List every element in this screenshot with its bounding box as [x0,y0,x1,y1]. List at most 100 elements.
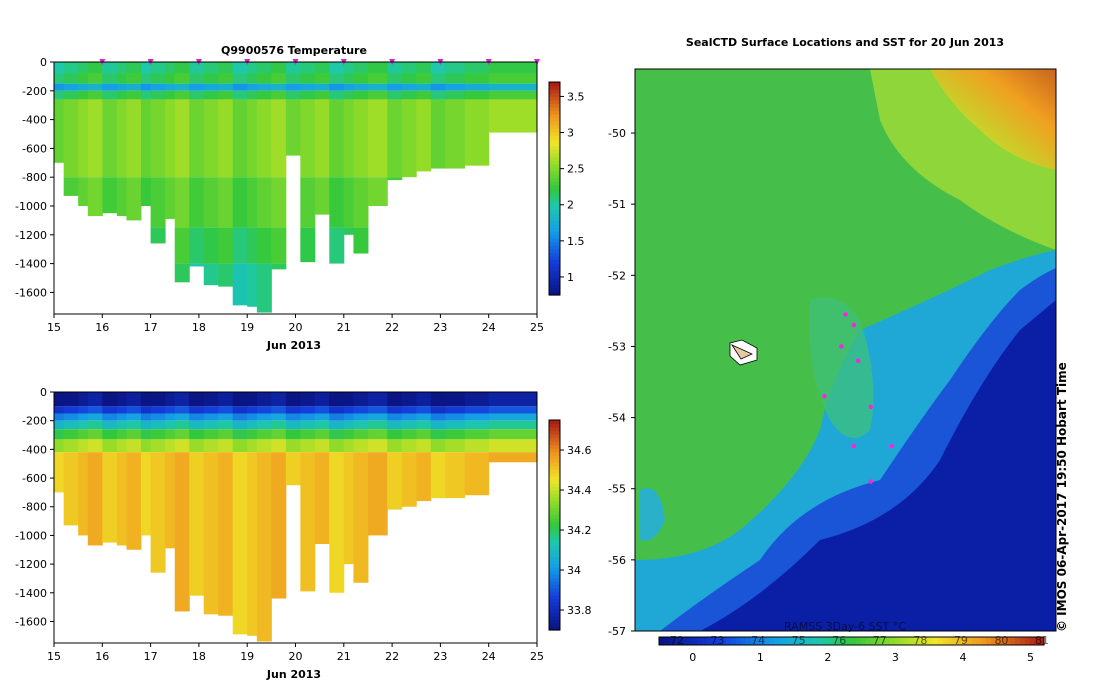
sst-colorbar-swatch [764,637,771,645]
section-cell [189,62,205,74]
section-cell [126,73,142,84]
colorbar-tick-label: 1 [567,271,574,284]
section-cell [54,62,65,74]
section-cell [488,99,538,133]
y-tick-label: -600 [22,472,47,485]
section-cell [329,392,345,407]
section-cell [401,99,417,178]
section-cell [218,177,234,228]
colorbar-swatch [549,188,560,193]
section-cell [63,439,79,453]
colorbar-swatch [549,270,560,275]
section-cell [87,90,103,100]
x-tick-label: 22 [385,321,399,334]
x-tick-label: 24 [482,650,496,663]
sst-colorbar-swatch [750,637,756,645]
section-cell [54,406,65,414]
section-cell [174,99,190,178]
sst-colorbar-swatch [947,637,954,645]
section-cell [126,439,142,453]
section-cell [343,90,354,100]
section-cell [343,227,354,235]
section-cell [218,429,234,440]
section-cell [464,73,490,84]
section-cell [353,406,369,414]
colorbar-swatch [549,145,560,151]
section-cell [256,177,272,228]
x-tick-label: 19 [240,321,254,334]
colorbar-swatch [549,591,560,596]
section-cell [430,429,446,440]
section-cell [430,452,446,499]
section-cell [165,452,176,549]
sst-colorbar-swatch [774,637,780,645]
section-cell [387,90,403,100]
colorbar-swatch [549,85,560,90]
sst-colorbar-swatch [938,637,944,645]
section-cell [78,439,89,453]
section-cell [387,392,403,407]
section-cell [464,413,490,421]
section-cell [116,99,127,178]
section-cell [445,439,466,453]
section-cell [387,413,403,421]
section-cell [285,99,301,156]
sst-colorbar-swatch [952,637,958,645]
section-cell [329,413,345,421]
colorbar-tick-label: 33.8 [567,604,592,617]
sst-colorbar-swatch [702,637,708,645]
section-cell [87,429,103,440]
section-cell [140,99,152,178]
section-cell [343,420,354,430]
section-cell [387,177,403,181]
section-cell [329,406,345,414]
section-cell [165,99,176,178]
section-cell [416,406,432,414]
sst-colorbar-swatch [726,637,732,645]
section-cell [189,263,205,267]
temperature-y-axis: 0 -200 -400 -600 -800 -1000 -1200 -1400 -1600 [15,56,54,299]
colorbar-swatch [549,472,560,477]
sst-colorbar-swatch [928,637,934,645]
y-tick-label: -600 [22,142,47,155]
colorbar-swatch [549,609,560,614]
sst-colorbar-swatch [837,637,843,645]
section-cell [300,83,316,91]
section-cell [54,420,65,430]
colorbar-swatch [549,128,560,133]
seal-location-dot [855,358,861,363]
section-cell [218,73,234,84]
section-cell [488,73,538,84]
sst-colorbar-swatch [846,637,853,645]
colorbar-swatch [549,195,560,200]
section-cell [189,99,205,178]
section-cell [430,420,446,430]
sst-colorbar-swatch [808,637,814,645]
section-cell [189,452,205,596]
colorbar-swatch [549,574,560,579]
section-cell [271,227,287,264]
section-cell [353,62,369,74]
section-cell [300,62,316,74]
section-cell [63,452,79,526]
section-cell [488,90,538,100]
section-cell [329,90,345,100]
section-cell [87,392,103,407]
section-cell [63,392,79,407]
section-cell [300,177,316,228]
colorbar-swatch [549,202,560,207]
section-cell [116,406,127,414]
colorbar-swatch [549,455,560,460]
section-cell [126,99,142,178]
section-cell [256,73,272,84]
section-cell [150,90,166,100]
section-cell [165,177,176,219]
sst-colorbar-swatch [1000,637,1007,645]
section-cell [256,62,272,74]
sst-colorbar-swatch [933,637,939,645]
colorbar-swatch [549,213,560,218]
section-cell [430,392,446,407]
colorbar-swatch [549,598,560,603]
section-cell [387,429,403,440]
y-tick-label: -1400 [15,258,47,271]
